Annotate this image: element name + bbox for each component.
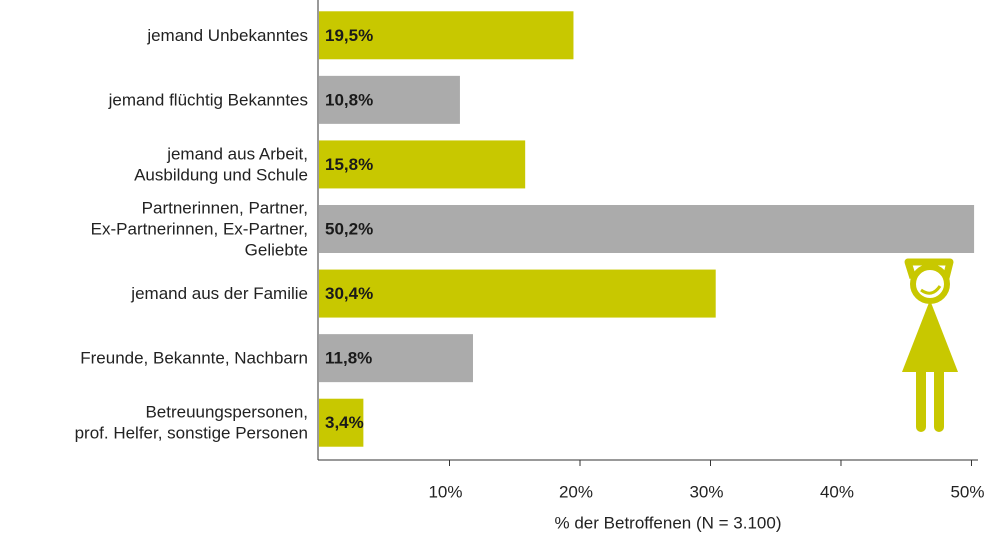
y-tick-label: jemand flüchtig Bekanntes: [108, 90, 308, 109]
value-label: 30,4%: [325, 284, 373, 303]
bar: [319, 269, 716, 318]
x-tick-label: 30%: [689, 482, 723, 501]
y-tick-label: jemand aus Arbeit,: [166, 144, 308, 163]
value-label: 11,8%: [325, 349, 372, 368]
value-label: 15,8%: [325, 155, 373, 174]
y-tick-label: jemand Unbekanntes: [146, 26, 308, 45]
value-label: 50,2%: [325, 219, 373, 238]
x-tick-label: 40%: [820, 482, 854, 501]
y-tick-label: Freunde, Bekannte, Nachbarn: [80, 349, 308, 368]
value-label: 3,4%: [325, 413, 364, 432]
bar: [319, 75, 460, 124]
bar: [319, 398, 364, 447]
y-tick-label: prof. Helfer, sonstige Personen: [75, 424, 308, 443]
y-tick-label: Ex-Partnerinnen, Ex-Partner,: [91, 219, 308, 238]
y-tick-label: Ausbildung und Schule: [134, 165, 308, 184]
bar: [319, 334, 473, 383]
woman-icon: [902, 258, 958, 432]
bar: [319, 11, 574, 60]
value-label: 19,5%: [325, 26, 373, 45]
y-tick-label: Partnerinnen, Partner,: [142, 198, 308, 217]
x-tick-label: 20%: [559, 482, 593, 501]
y-tick-label: Betreuungspersonen,: [145, 403, 308, 422]
value-label: 10,8%: [325, 90, 373, 109]
y-tick-label: jemand aus der Familie: [130, 284, 308, 303]
bar: [319, 140, 526, 189]
y-tick-label: Geliebte: [245, 240, 308, 259]
x-tick-label: 50%: [950, 482, 984, 501]
bar: [319, 205, 975, 253]
x-axis-label: % der Betroffenen (N = 3.100): [555, 513, 782, 532]
x-tick-label: 10%: [428, 482, 462, 501]
